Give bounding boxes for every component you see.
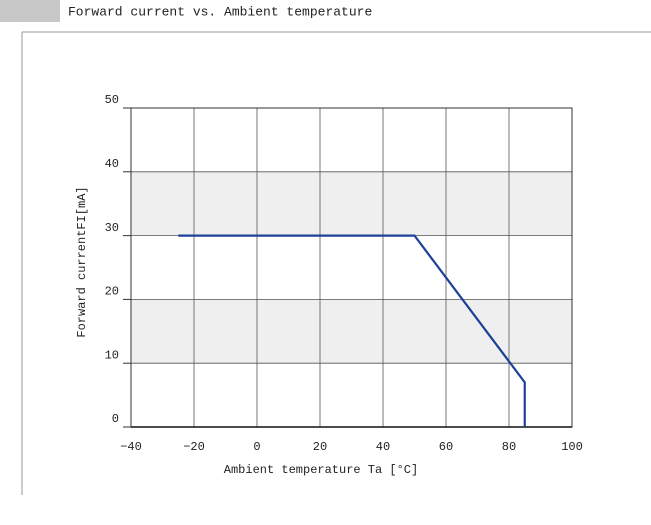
plot-area [131, 108, 572, 427]
x-tick-label: 40 [376, 440, 390, 454]
chart-title: Forward current vs. Ambient temperature [68, 4, 372, 19]
x-tick-label: −20 [183, 440, 205, 454]
x-tick-label: 20 [313, 440, 327, 454]
y-tick-label: 10 [105, 348, 119, 362]
y-tick-label: 40 [105, 157, 119, 171]
x-tick-label: −40 [120, 440, 142, 454]
x-tick-label: 60 [439, 440, 453, 454]
y-tick-label: 50 [105, 93, 119, 107]
data-line [178, 234, 526, 427]
x-axis-label: Ambient temperature Ta [°C] [224, 463, 418, 477]
x-tick-label: 80 [502, 440, 516, 454]
y-tick-label: 0 [112, 412, 119, 426]
plot: 0 10 20 30 40 50 −40 −20 0 20 40 60 80 100 [105, 93, 583, 454]
y-axis-label: Forward currentFI[mA] [75, 186, 89, 337]
y-tick-label: 30 [105, 221, 119, 235]
y-tick-label: 20 [105, 285, 119, 299]
header-swatch [0, 0, 60, 22]
band [131, 171, 572, 236]
x-tick-label: 100 [561, 440, 583, 454]
x-tick-label: 0 [253, 440, 260, 454]
band [131, 299, 572, 364]
